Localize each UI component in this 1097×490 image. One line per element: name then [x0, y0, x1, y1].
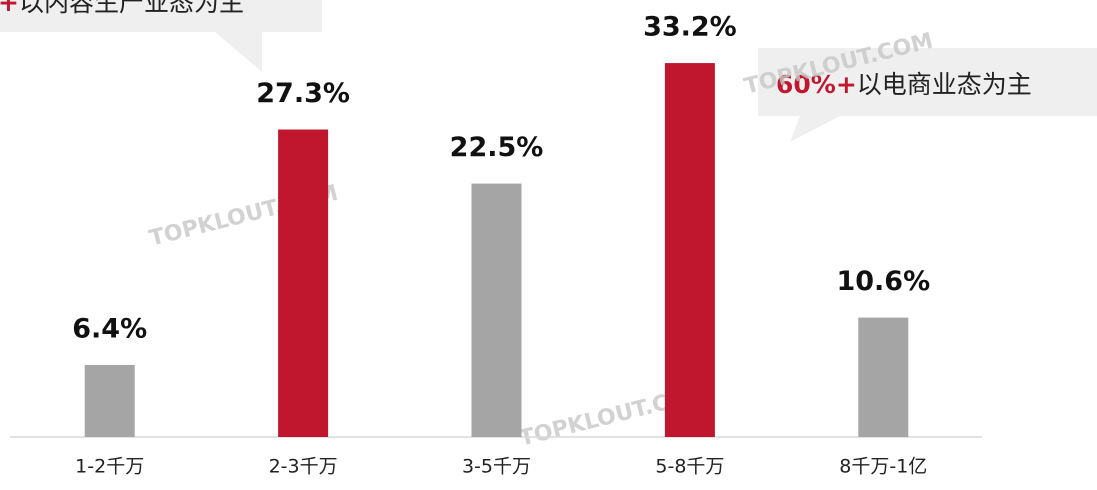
x-tick-label: 1-2千万: [75, 456, 144, 478]
bar: [278, 129, 329, 437]
value-label: 10.6%: [836, 266, 930, 297]
x-tick-label: 5-8千万: [655, 456, 724, 478]
annotation-right: 60%+以电商业态为主: [776, 70, 1032, 99]
x-tick-label: 2-3千万: [269, 456, 338, 478]
x-tick-label: 8千万-1亿: [839, 456, 927, 478]
callout-left: [0, 0, 322, 72]
annotation-text: 以内容生产业态为主: [19, 0, 244, 17]
bar: [858, 317, 909, 437]
bar: [664, 63, 715, 437]
value-label: 22.5%: [450, 132, 544, 163]
annotation-highlight: +: [0, 0, 19, 17]
callout-right: [758, 48, 1097, 142]
annotation-left: +以内容生产业态为主: [0, 0, 244, 17]
annotation-highlight: 60%+: [776, 70, 857, 99]
bar: [84, 364, 135, 437]
value-label: 33.2%: [643, 12, 737, 43]
bar: [471, 183, 522, 437]
value-label: 27.3%: [256, 78, 350, 109]
value-label: 6.4%: [72, 313, 147, 344]
x-tick-label: 3-5千万: [462, 456, 531, 478]
annotation-text: 以电商业态为主: [857, 70, 1032, 99]
